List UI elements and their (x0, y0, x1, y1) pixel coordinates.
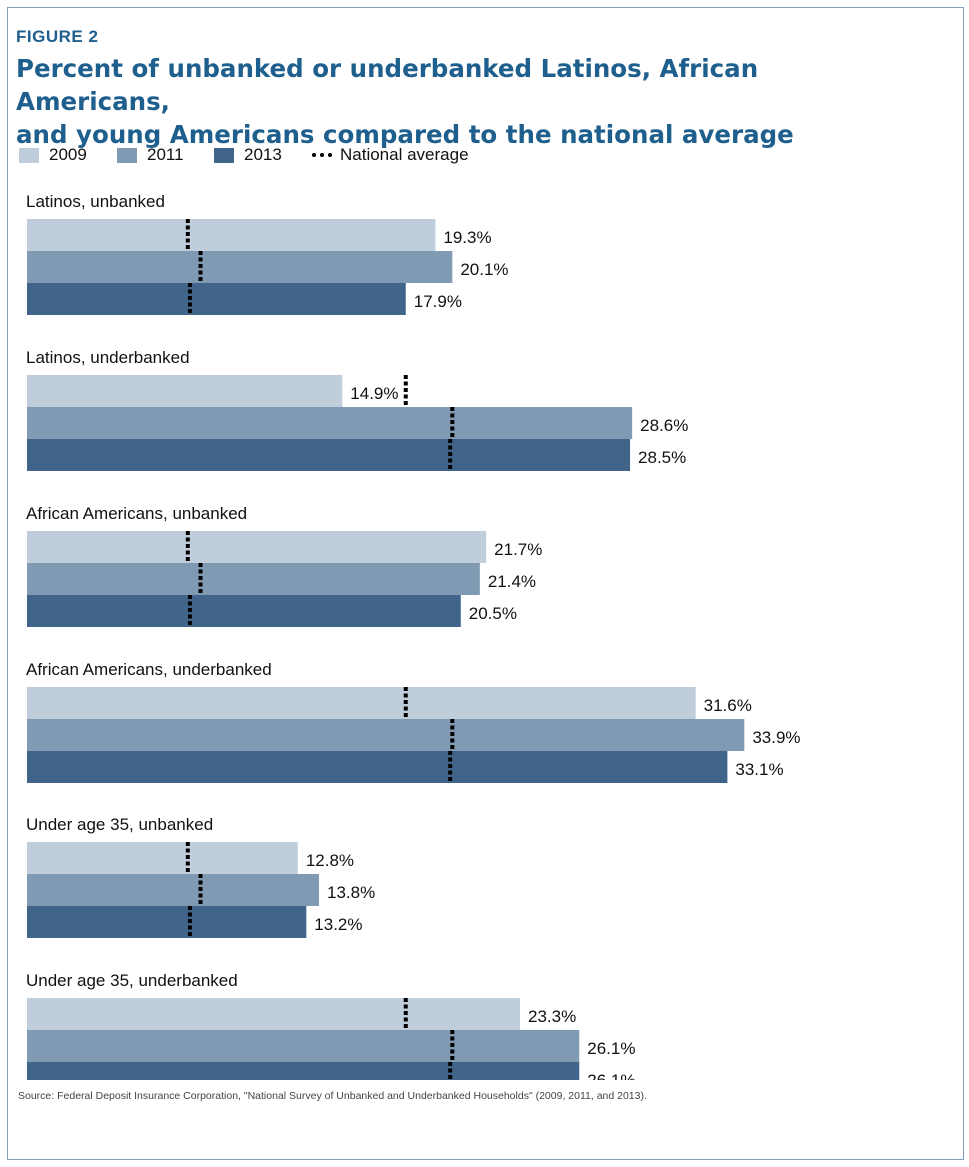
bar (27, 375, 343, 407)
bar (27, 251, 453, 283)
bar-value-label: 19.3% (443, 228, 491, 247)
bar-value-label: 23.3% (528, 1007, 576, 1026)
bar (27, 906, 307, 938)
bar (27, 998, 521, 1030)
group-label: Latinos, underbanked (26, 348, 190, 367)
bar-value-label: 14.9% (350, 384, 398, 403)
bar-value-label: 13.2% (314, 915, 362, 934)
group-label: Under age 35, underbanked (26, 971, 238, 990)
bar-value-label: 31.6% (704, 696, 752, 715)
bar (27, 219, 436, 251)
bar-value-label: 12.8% (306, 851, 354, 870)
bar-value-label: 26.1% (587, 1039, 635, 1058)
bar (27, 751, 728, 783)
group-label: Latinos, unbanked (26, 192, 165, 211)
legend-swatch-2009 (19, 148, 39, 163)
bar-value-label: 33.1% (735, 760, 783, 779)
group-label: African Americans, underbanked (26, 660, 272, 679)
bar (27, 719, 745, 751)
bar (27, 595, 461, 627)
bar-value-label: 17.9% (414, 292, 462, 311)
bar (27, 283, 406, 315)
chart-title-line-1: Percent of unbanked or underbanked Latin… (16, 54, 759, 116)
legend-swatch-2013 (214, 148, 234, 163)
legend-label-2013: 2013 (244, 145, 282, 164)
chart-title-line-2: and young Americans compared to the nati… (16, 120, 794, 149)
bar-value-label: 33.9% (752, 728, 800, 747)
group-label: Under age 35, unbanked (26, 815, 213, 834)
chart-title: Percent of unbanked or underbanked Latin… (16, 52, 916, 151)
bar (27, 1062, 580, 1080)
bar-value-label: 13.8% (327, 883, 375, 902)
legend-label-national-average: National average (340, 145, 469, 164)
bar-chart: Latinos, unbanked 19.3% 20.1% 17.9% Latinos,… (26, 192, 801, 1080)
bar (27, 531, 487, 563)
bar-value-label: 26.1% (587, 1071, 635, 1080)
bar-value-label: 21.7% (494, 540, 542, 559)
group-label: African Americans, unbanked (26, 504, 247, 523)
legend-label-2009: 2009 (49, 145, 87, 164)
figure-label: FIGURE 2 (16, 27, 99, 46)
bar (27, 687, 696, 719)
legend-swatch-2011 (117, 148, 137, 163)
bar-value-label: 21.4% (488, 572, 536, 591)
bar (27, 874, 320, 906)
bar (27, 407, 633, 439)
bar (27, 842, 298, 874)
bar-value-label: 20.1% (460, 260, 508, 279)
bar (27, 439, 631, 471)
bar (27, 1030, 580, 1062)
legend-dash-national-average (312, 153, 332, 157)
source-note: Source: Federal Deposit Insurance Corpor… (18, 1090, 647, 1102)
bar-value-label: 20.5% (469, 604, 517, 623)
bar-value-label: 28.5% (638, 448, 686, 467)
bar (27, 563, 480, 595)
legend-label-2011: 2011 (147, 145, 184, 164)
bar-value-label: 28.6% (640, 416, 688, 435)
